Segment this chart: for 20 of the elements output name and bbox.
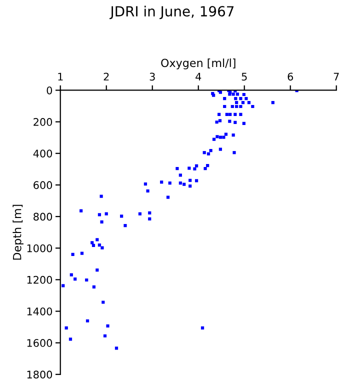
y-tick-label: 600 [34, 181, 52, 190]
y-tick-label: 0 [46, 86, 52, 94]
x-tick-label: 7 [334, 72, 339, 80]
x-tick-label: 2 [104, 72, 109, 80]
y-tick-label: 800 [34, 212, 52, 221]
y-tick-label: 200 [34, 118, 52, 126]
y-tick-label: 1000 [27, 244, 52, 252]
y-tick-label: 1400 [27, 307, 52, 316]
x-tick-label: 1 [58, 72, 63, 80]
x-tick-label: 3 [150, 72, 155, 81]
chart-title: JDRI in June, 1967 [110, 6, 234, 20]
y-tick-label: 1600 [27, 339, 52, 347]
y-tick-label: 400 [33, 150, 52, 158]
y-axis-title: Depth [m] [12, 204, 24, 260]
x-tick-label: 5 [242, 72, 247, 81]
y-tick-label: 1800 [27, 370, 52, 379]
y-tick-label: 1200 [27, 276, 52, 284]
x-tick-label: 6 [288, 72, 294, 81]
x-tick-label: 4 [196, 72, 202, 80]
x-axis-title: Oxygen [ml/l] [161, 58, 236, 70]
